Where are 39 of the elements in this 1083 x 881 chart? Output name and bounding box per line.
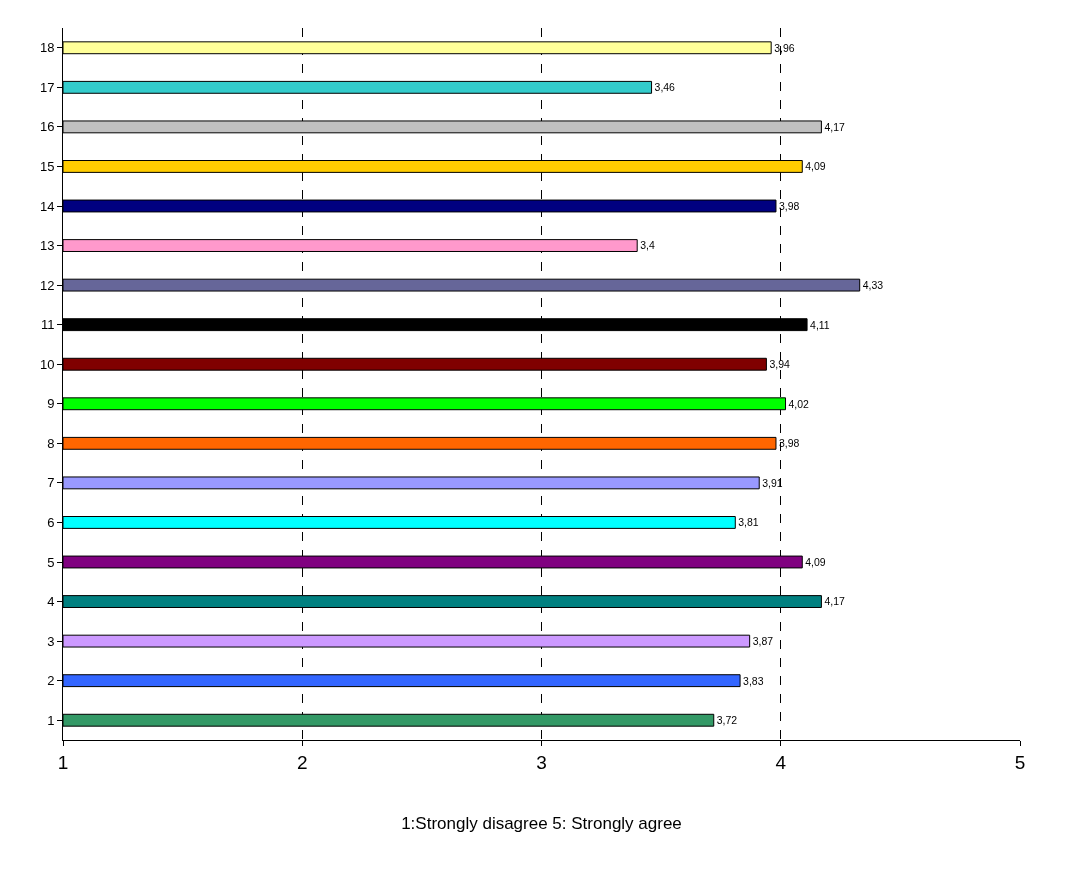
y-tick-label: 18 bbox=[39, 40, 55, 56]
data-label: 3,46 bbox=[654, 82, 676, 94]
y-tick-label: 8 bbox=[47, 435, 55, 451]
y-tick-label: 4 bbox=[47, 594, 55, 610]
y-tick-label: 7 bbox=[47, 475, 55, 491]
x-tick-label: 4 bbox=[775, 751, 787, 773]
x-tick-label: 3 bbox=[536, 751, 547, 773]
x-tick-label: 2 bbox=[296, 751, 308, 773]
y-tick-label: 9 bbox=[47, 396, 55, 412]
y-tick-label: 1 bbox=[47, 712, 55, 728]
y-tick-label: 5 bbox=[47, 554, 55, 570]
data-label: 4,11 bbox=[810, 319, 830, 331]
data-label: 4,09 bbox=[805, 161, 826, 173]
y-tick-label: 10 bbox=[39, 356, 55, 372]
y-tick-label: 6 bbox=[47, 514, 55, 530]
data-label: 4,02 bbox=[788, 398, 810, 410]
y-tick-label: 15 bbox=[39, 158, 55, 174]
data-label: 3,83 bbox=[743, 675, 764, 687]
data-label: 3,87 bbox=[752, 635, 774, 647]
y-tick-label: 2 bbox=[47, 673, 55, 689]
data-label: 4,09 bbox=[805, 556, 826, 568]
data-label: 3,98 bbox=[778, 200, 800, 212]
data-label: 3,98 bbox=[778, 438, 800, 450]
data-label: 3,94 bbox=[769, 359, 790, 371]
y-tick-label: 12 bbox=[39, 277, 55, 293]
data-label: 3,4 bbox=[640, 240, 655, 252]
data-label: 3,72 bbox=[716, 715, 738, 727]
data-label: 4,17 bbox=[824, 596, 845, 608]
y-tick-label: 14 bbox=[39, 198, 55, 214]
data-label: 3,81 bbox=[738, 517, 759, 529]
data-label: 4,17 bbox=[824, 121, 845, 133]
y-tick-label: 3 bbox=[47, 633, 55, 649]
y-tick-label: 17 bbox=[39, 79, 55, 95]
y-tick-label: 13 bbox=[39, 238, 55, 254]
x-tick-label: 5 bbox=[1014, 751, 1026, 773]
y-tick-label: 11 bbox=[40, 317, 55, 333]
y-tick-label: 16 bbox=[39, 119, 55, 135]
data-label: 4,33 bbox=[862, 279, 884, 291]
x-axis-title: 1:Strongly disagree 5: Strongly agree bbox=[401, 814, 682, 834]
